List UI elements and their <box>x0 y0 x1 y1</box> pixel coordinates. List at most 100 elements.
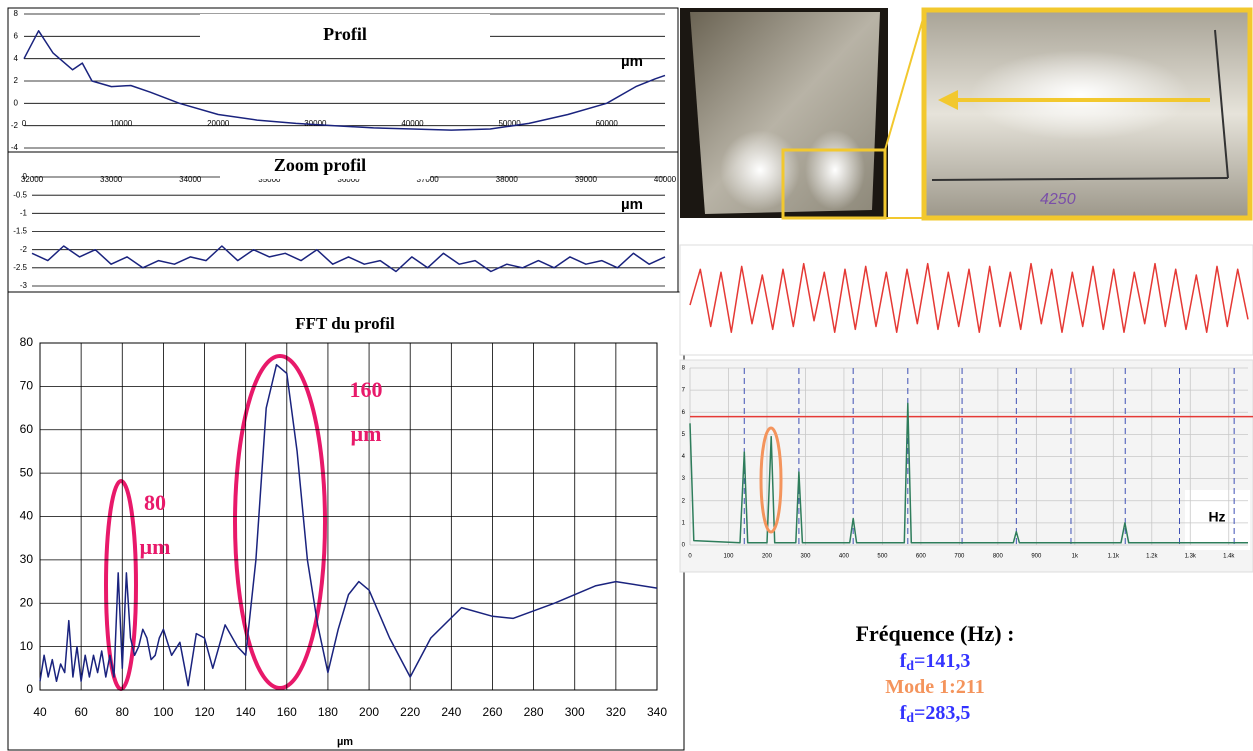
annotation-box <box>322 378 410 460</box>
y-tick-label: -1.5 <box>13 227 27 236</box>
x-tick-label: 1.2k <box>1146 554 1158 560</box>
y-tick-label: 4 <box>682 454 686 460</box>
title-background <box>220 155 430 179</box>
x-tick-label: 260 <box>482 705 502 719</box>
x-tick-label: 200 <box>762 554 773 560</box>
x-tick-label: 37000 <box>417 175 440 184</box>
zoom-box <box>781 148 887 220</box>
photo-reflection <box>720 130 800 210</box>
annotation: µm <box>621 196 643 213</box>
highlight-ellipse <box>759 426 783 534</box>
x-tick-label: 600 <box>916 554 927 560</box>
photo-rule <box>931 177 1229 181</box>
x-tick-label: 1k <box>1072 554 1079 560</box>
chart-title: Profil <box>323 24 367 44</box>
frequency-line: fd=141,3 <box>900 650 971 675</box>
y-tick-label: 20 <box>20 595 34 609</box>
x-tick-label: 60000 <box>596 119 619 128</box>
x-tick-label: 39000 <box>575 175 598 184</box>
x-tick-label: 220 <box>400 705 420 719</box>
y-tick-label: -3 <box>20 281 28 290</box>
annotation: Hz <box>1208 509 1225 525</box>
data-line <box>39 363 658 687</box>
x-tick-label: 20000 <box>207 119 230 128</box>
x-tick-label: 280 <box>524 705 544 719</box>
data-line <box>689 402 1248 544</box>
photo-label: 4250 <box>1040 191 1076 208</box>
y-tick-label: 8 <box>14 9 19 18</box>
y-tick-label: 8 <box>682 366 686 372</box>
annotation: 80 <box>144 490 166 515</box>
y-tick-label: -1 <box>20 208 28 217</box>
y-tick-label: -2 <box>11 121 19 130</box>
title-background <box>200 14 490 44</box>
subscript: d <box>906 711 914 726</box>
x-tick-label: 300 <box>800 554 811 560</box>
photo-reflection <box>970 50 1190 140</box>
chart-title: Zoom profil <box>274 155 366 175</box>
y-tick-label: 70 <box>20 379 34 393</box>
x-tick-label: 340 <box>647 705 667 719</box>
x-tick-label: 100 <box>153 705 173 719</box>
x-tick-label: 140 <box>236 705 256 719</box>
x-tick-label: 100 <box>723 554 734 560</box>
x-tick-label: 120 <box>195 705 215 719</box>
x-tick-label: 30000 <box>304 119 327 128</box>
frequency-title: Fréquence (Hz) : <box>856 621 1015 646</box>
frequency-line: Mode 1:211 <box>885 676 984 698</box>
subscript: d <box>906 659 914 674</box>
y-tick-label: 60 <box>20 422 34 436</box>
x-tick-label: 0 <box>688 554 692 560</box>
x-tick-label: 80 <box>116 705 130 719</box>
y-tick-label: 6 <box>14 31 19 40</box>
annotation: µm <box>350 421 381 446</box>
x-tick-label: 40000 <box>401 119 424 128</box>
y-tick-label: 2 <box>14 76 19 85</box>
y-tick-label: -4 <box>11 143 19 152</box>
x-tick-label: 1.3k <box>1185 554 1197 560</box>
x-tick-label: 60 <box>74 705 88 719</box>
y-tick-label: 7 <box>682 388 686 394</box>
frequency-text: f <box>900 702 907 724</box>
photo-rule <box>1214 29 1229 179</box>
annotation-box <box>1185 490 1250 550</box>
x-tick-label: 240 <box>441 705 461 719</box>
x-tick-label: 1.1k <box>1108 554 1120 560</box>
x-tick-label: 33000 <box>100 175 123 184</box>
arrow-head <box>938 90 958 110</box>
y-tick-label: -2.5 <box>13 263 27 272</box>
y-tick-label: 50 <box>20 465 34 479</box>
annotation: µm <box>621 53 643 70</box>
chart-title: FFT du profil <box>295 314 395 333</box>
y-tick-label: 40 <box>20 509 34 523</box>
x-tick-label: 400 <box>839 554 850 560</box>
highlight-ellipse <box>104 479 138 691</box>
zoom-connector <box>884 11 926 151</box>
photo-reflection <box>805 130 865 210</box>
y-tick-label: -2 <box>20 245 28 254</box>
frequency-text: =283,5 <box>914 702 970 724</box>
x-tick-label: 34000 <box>179 175 202 184</box>
x-tick-label: 40 <box>33 705 47 719</box>
annotation: µm <box>139 534 170 559</box>
frequency-line: fd=283,5 <box>900 702 971 727</box>
y-tick-label: -0.5 <box>13 190 27 199</box>
x-tick-label: 50000 <box>498 119 521 128</box>
y-tick-label: 80 <box>20 335 34 349</box>
x-tick-label: 40000 <box>654 175 677 184</box>
frequency-text: f <box>900 650 907 672</box>
x-tick-label: 900 <box>1031 554 1042 560</box>
data-line <box>689 262 1249 334</box>
x-tick-label: 32000 <box>21 175 44 184</box>
y-tick-label: 0 <box>23 172 28 181</box>
y-tick-label: 4 <box>14 54 19 63</box>
x-axis-label: µm <box>337 736 353 748</box>
x-tick-label: 10000 <box>110 119 133 128</box>
y-tick-label: 30 <box>20 552 34 566</box>
y-tick-label: 1 <box>682 520 686 526</box>
x-tick-label: 320 <box>606 705 626 719</box>
panel-frame <box>679 359 1253 573</box>
y-tick-label: 0 <box>14 98 19 107</box>
